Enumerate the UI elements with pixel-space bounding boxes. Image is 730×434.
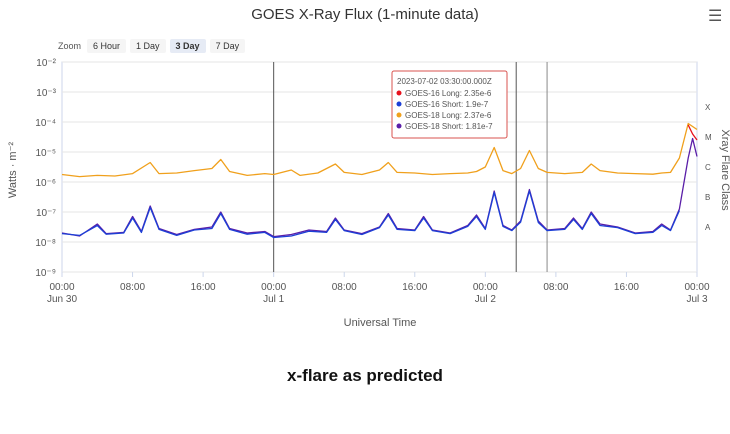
tooltip-line-3: GOES-18 Short: 1.81e-7 <box>405 122 493 131</box>
chart-title: GOES X-Ray Flux (1-minute data) <box>251 6 479 23</box>
y-tick-label-5: 10⁻⁷ <box>36 208 56 219</box>
zoom-selector: Zoom 6 Hour 1 Day 3 Day 7 Day <box>58 38 249 54</box>
data-tooltip: 2023-07-02 03:30:00.000Z GOES-16 Long: 2… <box>391 70 508 139</box>
flare-class-x: X <box>705 103 711 112</box>
tooltip-marker-2 <box>396 112 402 118</box>
flare-class-labels: X M C B A <box>705 103 712 232</box>
x-tick-label-6: 00:00 <box>473 282 498 293</box>
series-line-goes-18-long <box>61 122 698 178</box>
zoom-button-7-day[interactable]: 7 Day <box>209 39 246 53</box>
x-tick-label-1: 08:00 <box>120 282 145 293</box>
x-tick-label-7: 08:00 <box>543 282 568 293</box>
series-layer <box>61 122 698 239</box>
y-tick-label-1: 10⁻³ <box>36 88 56 99</box>
x-tick-label-2: 16:00 <box>191 282 216 293</box>
y-tick-label-4: 10⁻⁶ <box>35 178 56 189</box>
y-tick-labels: 10⁻² 10⁻³ 10⁻⁴ 10⁻⁵ 10⁻⁶ 10⁻⁷ 10⁻⁸ 10⁻⁹ <box>35 58 56 279</box>
hamburger-menu-icon[interactable]: ☰ <box>708 8 723 25</box>
flare-class-c: C <box>705 163 711 172</box>
flare-class-a: A <box>705 223 711 232</box>
x-tick-sublabel-9: Jul 3 <box>686 294 708 305</box>
tooltip-marker-1 <box>396 101 402 107</box>
x-tick-label-9: 00:00 <box>684 282 709 293</box>
x-tick-sublabel-0: Jun 30 <box>47 294 77 305</box>
zoom-button-3-day[interactable]: 3 Day <box>169 39 206 53</box>
y-tick-label-3: 10⁻⁵ <box>35 148 56 159</box>
tooltip-line-2: GOES-18 Long: 2.37e-6 <box>405 111 492 120</box>
flare-class-b: B <box>705 193 710 202</box>
grid-lines <box>61 61 698 277</box>
xray-flux-chart[interactable]: 10⁻²10⁻³10⁻⁴10⁻⁵10⁻⁶10⁻⁷10⁻⁸10⁻⁹ 00:00Ju… <box>0 0 730 340</box>
zoom-button-6-hour[interactable]: 6 Hour <box>87 39 127 53</box>
tooltip-title: 2023-07-02 03:30:00.000Z <box>397 77 492 86</box>
series-line-goes-18-short <box>61 137 698 238</box>
zoom-label: Zoom <box>58 41 82 51</box>
x-tick-sublabel-3: Jul 1 <box>263 294 285 305</box>
y-tick-label-6: 10⁻⁸ <box>35 238 56 249</box>
tooltip-line-1: GOES-16 Short: 1.9e-7 <box>405 100 489 109</box>
series-line-goes-16-short <box>61 190 680 239</box>
tooltip-line-0: GOES-16 Long: 2.35e-6 <box>405 89 492 98</box>
flare-class-m: M <box>705 133 712 142</box>
y-tick-label-7: 10⁻⁹ <box>35 268 56 279</box>
y-axis-right-title: Xray Flare Class <box>719 129 730 211</box>
y-tick-label-2: 10⁻⁴ <box>35 118 56 129</box>
tooltip-marker-0 <box>396 90 402 96</box>
x-tick-label-3: 00:00 <box>261 282 286 293</box>
zoom-button-1-day[interactable]: 1 Day <box>130 39 166 53</box>
plot-border <box>61 61 698 273</box>
x-tick-label-4: 08:00 <box>332 282 357 293</box>
y-tick-label-0: 10⁻² <box>36 58 56 69</box>
x-axis-title: Universal Time <box>344 317 417 329</box>
caption-text: x-flare as predicted <box>287 366 443 385</box>
tooltip-marker-3 <box>396 123 402 129</box>
y-axis-title: Watts · m⁻² <box>7 142 19 198</box>
x-tick-label-5: 16:00 <box>402 282 427 293</box>
x-tick-sublabel-6: Jul 2 <box>475 294 497 305</box>
series-line-goes-16-long <box>687 124 698 141</box>
x-tick-label-8: 16:00 <box>614 282 639 293</box>
x-tick-label-0: 00:00 <box>49 282 74 293</box>
